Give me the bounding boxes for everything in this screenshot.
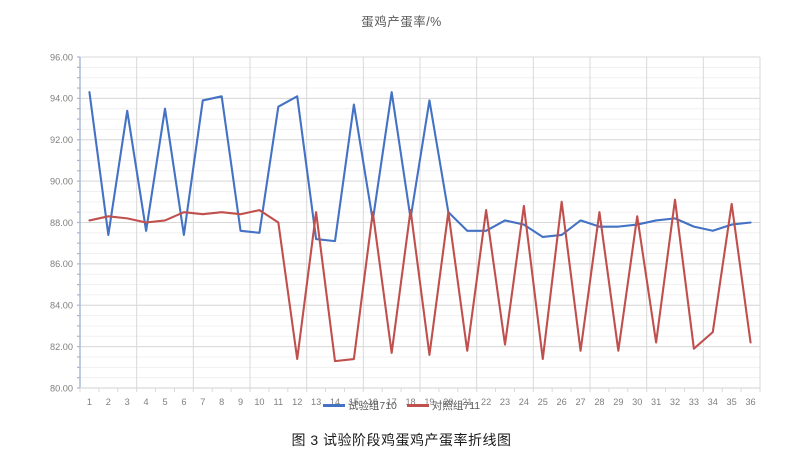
- axis-ticks: [77, 56, 761, 392]
- svg-text:30: 30: [632, 397, 642, 405]
- x-axis-labels: 1 2 3 4 5 6 7 8 9 10 11 12 13 14 15 16 17 18 19 20 21 22 23 24 2…: [87, 397, 756, 405]
- svg-text:26: 26: [557, 397, 567, 405]
- svg-text:4: 4: [144, 397, 149, 405]
- svg-text:10: 10: [254, 397, 264, 405]
- svg-text:36: 36: [745, 397, 755, 405]
- svg-text:80.00: 80.00: [50, 383, 73, 393]
- svg-text:5: 5: [162, 397, 167, 405]
- grid-vertical: [79, 57, 761, 388]
- svg-text:24: 24: [519, 397, 529, 405]
- y-axis-labels: 80.00 82.00 84.00 86.00 88.00 90.00 92.00 94.00…: [50, 52, 73, 393]
- svg-text:21: 21: [462, 397, 472, 405]
- chart-title: 蛋鸡产蛋率/%: [361, 15, 442, 29]
- svg-text:32: 32: [670, 397, 680, 405]
- svg-text:8: 8: [219, 397, 224, 405]
- data-series: [88, 91, 752, 363]
- svg-text:84.00: 84.00: [50, 301, 73, 311]
- svg-text:19: 19: [424, 397, 434, 405]
- series-line-1: [88, 91, 752, 243]
- figure-caption: 图 3 试验阶段鸡蛋鸡产蛋率折线图: [291, 432, 512, 448]
- svg-text:12: 12: [292, 397, 302, 405]
- svg-text:3: 3: [125, 397, 130, 405]
- legend-swatch-series-2: [406, 403, 429, 407]
- svg-text:82.00: 82.00: [50, 342, 73, 352]
- svg-text:28: 28: [594, 397, 604, 405]
- chart-legend: 试验组710 对照组711: [0, 398, 803, 414]
- legend-label-series-2: 对照组711: [431, 400, 481, 413]
- series-line-2: [88, 198, 752, 363]
- svg-text:86.00: 86.00: [50, 259, 73, 269]
- svg-text:2: 2: [106, 397, 111, 405]
- svg-text:96.00: 96.00: [50, 52, 73, 62]
- line-chart-svg: 80.00 82.00 84.00 86.00 88.00 90.00 92.00 94.00…: [50, 52, 761, 405]
- svg-text:88.00: 88.00: [50, 218, 73, 228]
- svg-text:25: 25: [538, 397, 548, 405]
- svg-text:34: 34: [708, 397, 718, 405]
- svg-text:15: 15: [349, 397, 359, 405]
- svg-text:17: 17: [387, 397, 397, 405]
- svg-text:1: 1: [87, 397, 92, 405]
- svg-text:94.00: 94.00: [50, 94, 73, 104]
- svg-text:7: 7: [200, 397, 205, 405]
- svg-text:27: 27: [575, 397, 585, 405]
- svg-text:20: 20: [443, 397, 453, 405]
- svg-text:90.00: 90.00: [50, 176, 73, 186]
- plot-area: 80.00 82.00 84.00 86.00 88.00 90.00 92.00 94.00…: [0, 40, 803, 405]
- svg-text:31: 31: [651, 397, 661, 405]
- svg-text:92.00: 92.00: [50, 135, 73, 145]
- legend-label-series-1: 试验组710: [347, 400, 397, 413]
- svg-text:18: 18: [405, 397, 415, 405]
- svg-text:23: 23: [500, 397, 510, 405]
- svg-text:35: 35: [727, 397, 737, 405]
- svg-text:16: 16: [368, 397, 378, 405]
- svg-text:14: 14: [330, 397, 340, 405]
- legend-swatch-series-1: [322, 403, 345, 407]
- legend-item-1[interactable]: 对照组711: [406, 398, 481, 414]
- svg-text:22: 22: [481, 397, 491, 405]
- svg-text:11: 11: [274, 397, 284, 405]
- svg-text:33: 33: [689, 397, 699, 405]
- svg-text:13: 13: [311, 397, 321, 405]
- svg-text:9: 9: [238, 397, 243, 405]
- svg-text:6: 6: [181, 397, 186, 405]
- svg-text:29: 29: [613, 397, 623, 405]
- legend-item-0[interactable]: 试验组710: [322, 398, 397, 414]
